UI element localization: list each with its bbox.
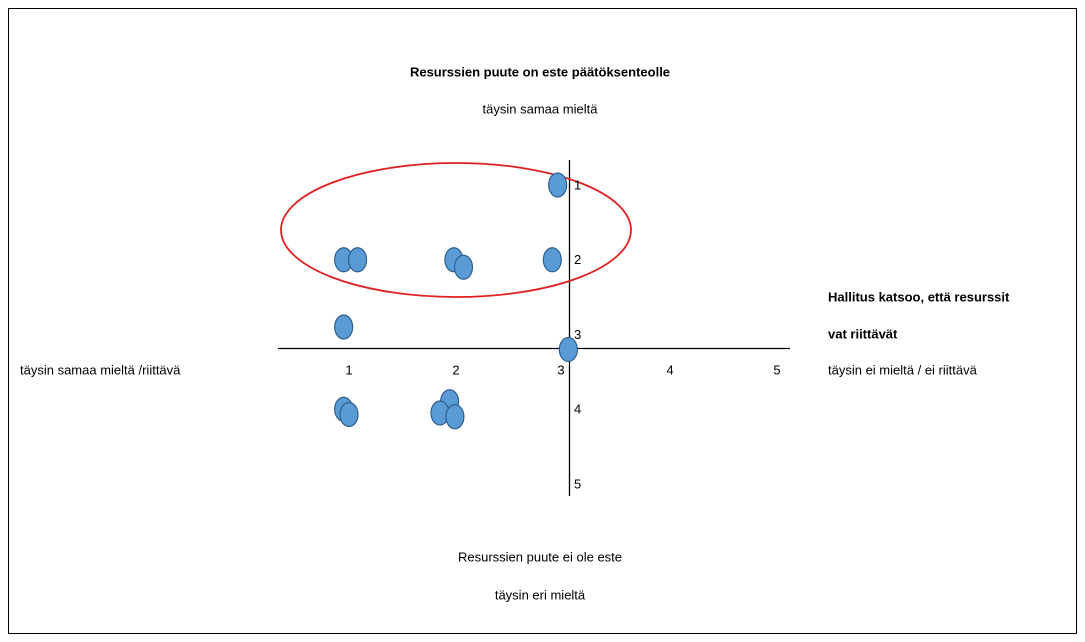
x-tick-label: 3 — [557, 362, 564, 377]
point — [453, 254, 474, 280]
x-tick-label: 5 — [773, 362, 780, 377]
y-tick-label: 2 — [574, 252, 581, 267]
y-tick-label: 5 — [574, 476, 581, 491]
x-tick-label: 2 — [452, 362, 459, 377]
frame — [8, 8, 1077, 634]
bottom-label: täysin eri mieltä — [495, 587, 586, 602]
y-tick-label: 4 — [574, 402, 581, 417]
chart-title: Resurssien puute on este päätöksenteolle — [410, 64, 670, 79]
right-title: Hallitus katsoo, että resurssit — [828, 289, 1010, 304]
bottom-label: Resurssien puute ei ole este — [458, 549, 622, 564]
x-tick-label: 1 — [345, 362, 352, 377]
right-label: täysin ei mieltä / ei riittävä — [828, 362, 978, 377]
y-tick-label: 3 — [574, 327, 581, 342]
y-tick-label: 1 — [574, 177, 581, 192]
point — [548, 172, 568, 198]
left-label: täysin samaa mieltä /riittävä — [20, 362, 181, 377]
highlight-ellipse — [280, 162, 632, 298]
top-label: täysin samaa mieltä — [483, 101, 599, 116]
point — [558, 336, 578, 363]
point — [347, 247, 368, 273]
point — [542, 247, 562, 273]
point — [334, 314, 354, 340]
right-title: vat riittävät — [828, 326, 898, 341]
point — [339, 401, 359, 428]
point — [445, 404, 465, 430]
x-tick-label: 4 — [666, 362, 673, 377]
